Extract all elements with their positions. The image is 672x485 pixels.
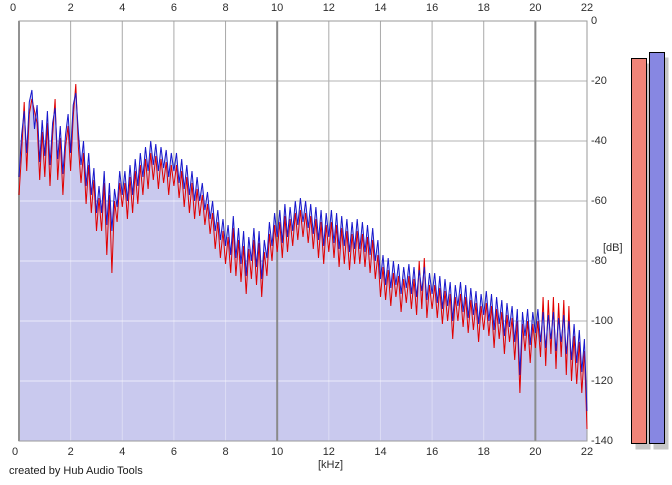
x-tick-top-0: 0	[9, 2, 17, 14]
y-tick--20: -20	[591, 75, 607, 87]
x-tick-bottom-12: 12	[322, 446, 335, 458]
x-tick-bottom-20: 20	[529, 446, 542, 458]
y-tick--140: -140	[591, 435, 614, 447]
x-tick-bottom-22: 22	[580, 446, 594, 458]
y-tick--40: -40	[591, 135, 607, 147]
y-tick--120: -120	[591, 375, 614, 387]
x-tick-bottom-8: 8	[222, 446, 229, 458]
x-tick-top-12: 12	[322, 2, 335, 14]
y-tick--80: -80	[591, 255, 607, 267]
y-tick-0: 0	[591, 15, 598, 27]
x-tick-top-6: 6	[170, 2, 177, 14]
x-tick-bottom-10: 10	[271, 446, 284, 458]
x-tick-bottom-0: 0	[11, 446, 19, 458]
blue-level-meter	[649, 52, 665, 444]
x-tick-top-8: 8	[222, 2, 229, 14]
y-tick--100: -100	[591, 315, 614, 327]
red-level-meter	[631, 58, 647, 444]
x-axis-unit-label: [kHz]	[318, 459, 344, 471]
x-tick-top-16: 16	[425, 2, 439, 14]
x-tick-top-14: 14	[374, 2, 387, 14]
x-tick-bottom-2: 2	[67, 446, 74, 458]
x-tick-top-18: 18	[477, 2, 490, 14]
x-tick-top-20: 20	[529, 2, 542, 14]
x-tick-top-22: 22	[580, 2, 594, 14]
y-tick--60: -60	[591, 195, 607, 207]
x-tick-bottom-14: 14	[374, 446, 387, 458]
x-tick-bottom-18: 18	[477, 446, 490, 458]
x-tick-top-2: 2	[67, 2, 74, 14]
x-tick-top-4: 4	[119, 2, 126, 14]
x-tick-bottom-16: 16	[425, 446, 439, 458]
x-tick-bottom-6: 6	[170, 446, 177, 458]
x-tick-top-10: 10	[271, 2, 284, 14]
credit-text: created by Hub Audio Tools	[9, 465, 143, 477]
x-tick-bottom-4: 4	[119, 446, 126, 458]
y-axis-unit-label: [dB]	[603, 242, 623, 254]
